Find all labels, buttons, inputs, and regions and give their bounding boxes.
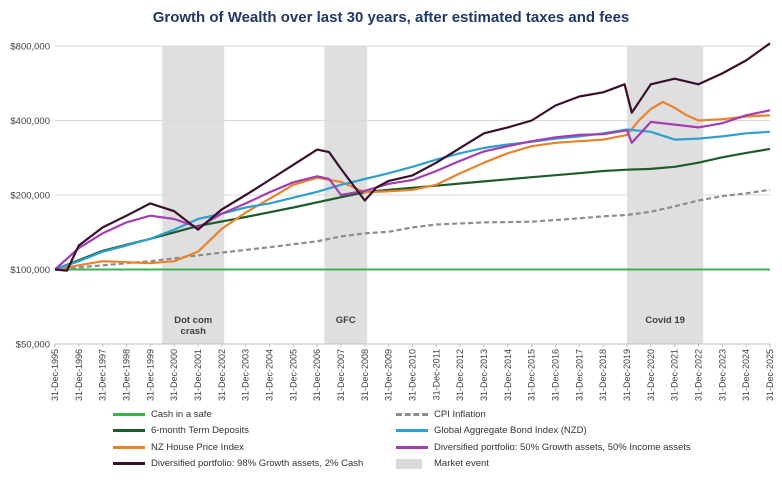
x-tick-label: 31-Dec-2000 [169,349,179,401]
market-event-label: crash [181,326,207,337]
market-event-label: Covid 19 [645,315,685,326]
x-tick-label: 31-Dec-2001 [193,349,203,401]
legend-swatch [113,412,145,416]
legend-item: CPI Inflation [396,407,486,421]
legend-label: Cash in a safe [151,408,212,420]
series-line-nz-house-price-index [54,100,771,271]
x-tick-label: 31-Dec-1997 [98,349,108,401]
legend-swatch [396,429,428,432]
legend-swatch [396,458,422,469]
x-tick-label: 31-Dec-2013 [479,349,489,401]
legend-label: Market event [434,458,489,469]
legend-swatch [113,462,145,465]
x-tick-label: 31-Dec-2019 [622,349,632,401]
legend-item: Diversified portfolio: 98% Growth assets… [113,457,363,471]
legend-item: 6-month Term Deposits [113,424,249,438]
legend-swatch [396,412,428,416]
x-tick-label: 31-Dec-1995 [50,349,60,401]
series-line-6-month-term-deposits [54,147,771,271]
y-tick-label: $800,000 [10,42,50,53]
legend-label: Diversified portfolio: 98% Growth assets… [151,458,364,469]
series-line-diversified-portfolio-98-growth-assets-2-cash [54,42,771,272]
x-tick-label: 31-Dec-1999 [145,349,155,401]
x-tick-label: 31-Dec-2011 [431,349,441,400]
x-tick-label: 31-Dec-2005 [288,349,298,401]
x-tick-label: 31-Dec-1998 [122,349,132,401]
line-chart: $50,000 $100,000 $200,000 $400,000 $800,000 3… [10,42,775,402]
legend-item: Market event [396,457,489,471]
x-tick-label: 31-Dec-1996 [74,349,84,401]
legend-label: CPI Inflation [434,408,486,420]
x-tick-label: 31-Dec-2004 [265,349,275,401]
chart-legend: Cash in a safe CPI Inflation 6-month Term … [113,407,713,477]
x-tick-label: 31-Dec-2003 [241,349,251,401]
market-event-label: Dot com [174,315,212,326]
x-tick-label: 31-Dec-2025 [765,349,775,401]
x-tick-label: 31-Dec-2021 [670,349,680,401]
x-tick-label: 31-Dec-2020 [646,349,656,401]
x-tick-label: 31-Dec-2018 [598,349,608,401]
x-tick-label: 31-Dec-2012 [455,349,465,401]
legend-item: NZ House Price Index [113,440,244,454]
x-tick-label: 31-Dec-2006 [312,349,322,401]
series-line-global-aggregate-bond-index-nzd- [54,128,771,271]
y-tick-label: $400,000 [10,116,50,127]
x-tick-label: 31-Dec-2017 [574,349,584,401]
legend-item: Diversified portfolio: 50% Growth assets… [396,440,691,454]
x-tick-label: 31-Dec-2002 [217,349,227,401]
x-tick-label: 31-Dec-2009 [384,349,394,401]
x-tick-label: 31-Dec-2023 [717,349,727,401]
series-line-cpi-inflation [54,188,771,271]
x-tick-label: 31-Dec-2007 [336,349,346,401]
legend-label: Global Aggregate Bond Index (NZD) [434,425,587,436]
x-tick-label: 31-Dec-2015 [527,349,537,401]
legend-label: 6-month Term Deposits [151,425,250,436]
x-tick-label: 31-Dec-2022 [694,349,704,401]
x-tick-label: 31-Dec-2010 [408,349,418,401]
legend-swatch [113,445,145,449]
x-tick-label: 31-Dec-2014 [503,349,513,401]
legend-swatch [113,429,145,432]
x-tick-label: 31-Dec-2016 [551,349,561,401]
y-tick-label: $200,000 [10,191,50,202]
chart-title: Growth of Wealth over last 30 years, aft… [152,9,630,26]
series-line-diversified-portfolio-50-growth-assets-50-income-assets [54,109,771,271]
x-tick-label: 31-Dec-2008 [360,349,370,401]
market-event-label: GFC [336,315,356,326]
y-tick-label: $100,000 [10,265,50,276]
legend-item: Cash in a safe [113,407,212,421]
legend-label: NZ House Price Index [151,441,244,453]
legend-item: Global Aggregate Bond Index (NZD) [396,424,587,438]
legend-swatch [396,445,428,449]
legend-label: Diversified portfolio: 50% Growth assets… [434,441,691,453]
y-tick-label: $50,000 [16,340,50,351]
x-tick-label: 31-Dec-2024 [741,349,751,401]
